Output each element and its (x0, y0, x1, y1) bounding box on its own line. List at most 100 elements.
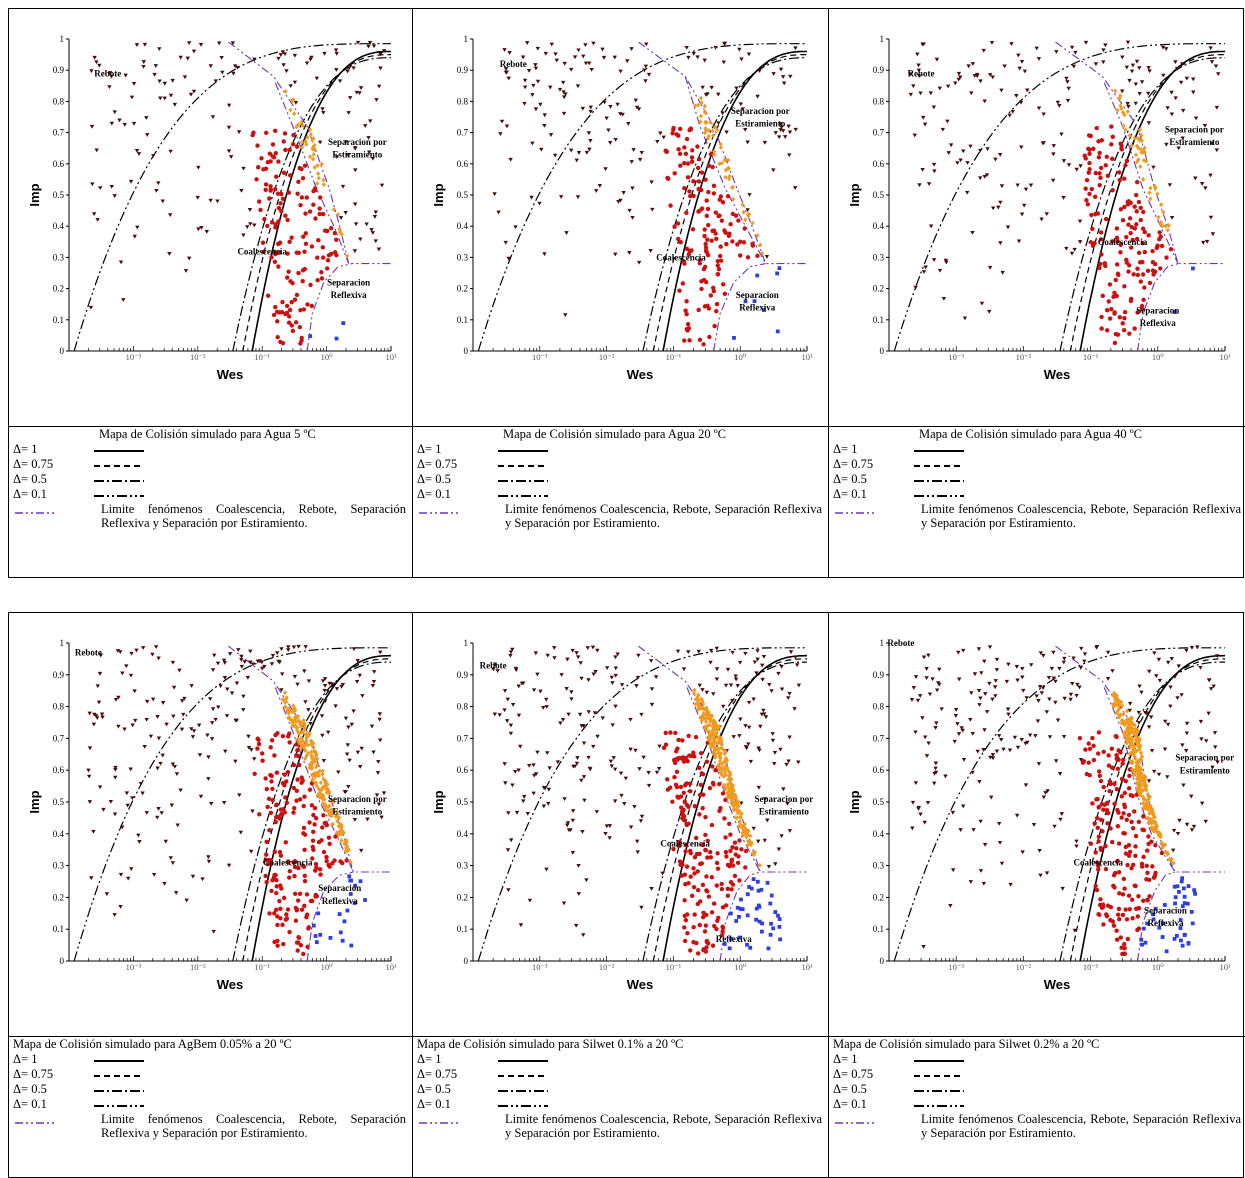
coalescence-point (270, 786, 275, 792)
stretch-separation-point (735, 799, 741, 805)
coalescence-point (700, 882, 706, 888)
y-axis-title: Imp (27, 183, 42, 206)
coalescence-point (263, 776, 268, 781)
coalescence-point (302, 163, 308, 168)
coalescence-point (702, 227, 707, 232)
bounce-point (610, 681, 615, 685)
x-tick-label: 10⁰ (734, 352, 747, 362)
legend-label: Δ= 0.1 (13, 1097, 47, 1111)
bounce-point (95, 217, 100, 222)
coalescence-point (735, 242, 740, 247)
coalescence-point (1110, 134, 1115, 140)
region-label: Reflexiva (1140, 318, 1176, 328)
bounce-point (1173, 96, 1178, 101)
bounce-point (378, 650, 383, 655)
stretch-separation-point (320, 771, 325, 777)
coalescence-point (728, 879, 734, 885)
bounce-point (522, 101, 527, 106)
stretch-separation-point (311, 144, 316, 150)
bounce-point (933, 761, 939, 766)
stretch-separation-point (696, 102, 701, 108)
stretch-separation-point (311, 152, 316, 157)
coalescence-point (745, 255, 751, 260)
stretch-separation-point (293, 707, 298, 712)
bounce-point (353, 168, 358, 173)
bounce-point (982, 659, 987, 664)
coalescence-point (270, 142, 276, 147)
bounce-point (622, 801, 627, 806)
bounce-point (96, 700, 102, 705)
coalescence-point (697, 922, 702, 928)
coalescence-point (728, 222, 733, 227)
bounce-point (1163, 719, 1168, 724)
stretch-separation-point (1135, 758, 1141, 764)
reflexive-separation-point (760, 929, 764, 934)
legend-line-sample (94, 1090, 144, 1092)
stretch-separation-point (294, 124, 299, 130)
coalescence-point (1136, 199, 1142, 205)
bounce-point (565, 823, 570, 828)
bounce-point (754, 671, 759, 676)
bounce-point (994, 657, 1000, 662)
bounce-point (1202, 123, 1208, 128)
stretch-separation-point (299, 735, 304, 741)
bounce-point (87, 746, 93, 751)
bounce-point (1214, 105, 1220, 110)
bounce-point (295, 682, 300, 687)
figure-row: 0 0.1 0.2 0.3 0.4 0.5 0.6 0.7 0.8 0.9 1 10⁻³ 10⁻² 10⁻… (8, 8, 1245, 578)
coalescence-point (1128, 793, 1133, 798)
coalescence-point (685, 931, 690, 936)
coalescence-point (254, 177, 259, 182)
coalescence-point (275, 938, 280, 944)
coalescence-point (1140, 827, 1145, 832)
coalescence-point (320, 825, 325, 830)
bounce-point (589, 67, 594, 72)
coalescence-point (1103, 866, 1109, 872)
bounce-point (755, 94, 760, 99)
bounce-point (270, 653, 276, 658)
stretch-separation-point (713, 124, 718, 130)
bounce-point (343, 790, 349, 794)
bounce-point (618, 771, 624, 776)
stretch-separation-point (730, 791, 735, 796)
bounce-point (946, 151, 951, 155)
coalescence-point (1087, 160, 1092, 166)
bounce-point (586, 710, 591, 715)
coalescence-point (706, 189, 711, 195)
bounce-point (787, 691, 792, 696)
bounce-point (630, 215, 635, 220)
bounce-point (107, 85, 112, 90)
bounce-point (771, 72, 776, 76)
stretch-separation-point (1137, 745, 1142, 751)
coalescence-point (1123, 778, 1129, 784)
bounce-point (969, 691, 974, 696)
reflexive-separation-point (768, 901, 773, 906)
region-label: Coalescencia (656, 253, 706, 263)
stretch-separation-point (335, 814, 341, 820)
y-tick-label: 0.1 (873, 315, 884, 325)
y-tick-label: 0.3 (53, 861, 65, 871)
stretch-separation-point (1159, 202, 1164, 208)
coalescence-point (305, 302, 310, 307)
coalescence-point (264, 839, 269, 844)
stretch-separation-point (331, 207, 337, 212)
chart-title: Mapa de Colisión simulado para AgBem 0.0… (13, 1037, 292, 1051)
coalescence-point (1092, 194, 1098, 199)
coalescence-point (272, 259, 278, 264)
bounce-point (1022, 69, 1028, 74)
bounce-point (931, 258, 937, 262)
coalescence-point (686, 733, 691, 739)
bounce-point (382, 49, 387, 53)
bounce-point (145, 133, 150, 137)
bounce-point (366, 44, 371, 49)
bounce-point (1021, 688, 1026, 693)
bounce-point (982, 728, 987, 733)
bounce-point (1209, 60, 1215, 64)
bounce-point (379, 815, 384, 820)
bounce-point (787, 735, 792, 740)
stretch-separation-point (750, 220, 755, 226)
legend-label: Δ= 0.1 (833, 487, 867, 501)
y-tick-label: 0.3 (457, 861, 469, 871)
stretch-separation-point (1138, 743, 1143, 749)
legend-line-sample (498, 480, 548, 482)
